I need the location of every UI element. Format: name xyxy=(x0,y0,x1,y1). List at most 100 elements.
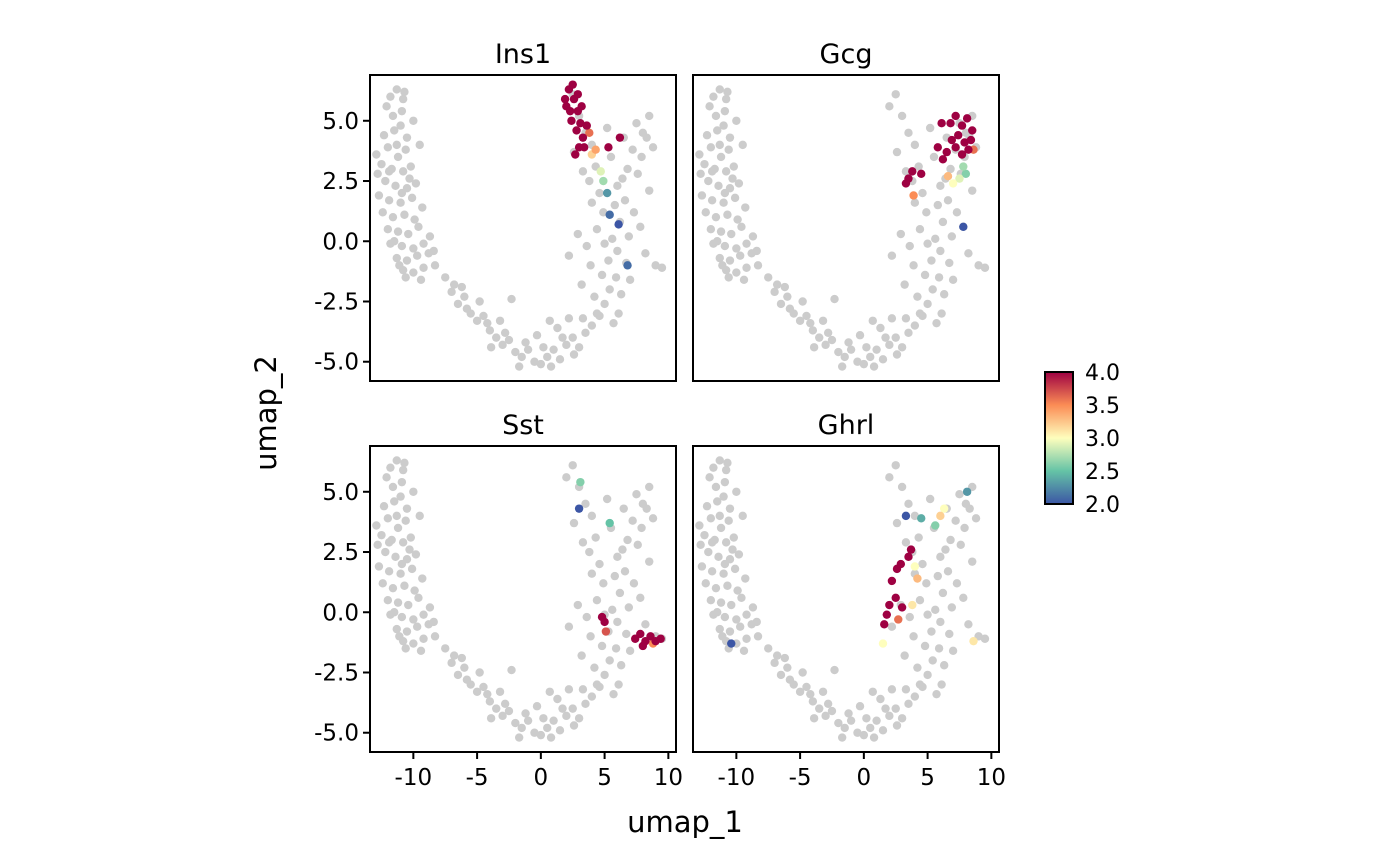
background-cell-point xyxy=(402,516,410,524)
background-cell-point xyxy=(418,574,426,582)
background-cell-point xyxy=(441,273,449,281)
background-cell-point xyxy=(888,252,896,260)
background-cell-point xyxy=(398,242,406,250)
background-cell-point xyxy=(384,225,392,233)
background-cell-point xyxy=(754,261,762,269)
panel-ins1: Ins1 xyxy=(370,39,676,381)
background-cell-point xyxy=(389,584,397,592)
expression-cell-point xyxy=(963,114,971,122)
background-cell-point xyxy=(393,625,401,633)
y-tick-label: 2.5 xyxy=(322,169,359,195)
background-cell-point xyxy=(726,504,734,512)
background-cell-point xyxy=(543,353,551,361)
background-cell-point xyxy=(716,456,724,464)
background-cell-point xyxy=(946,165,954,173)
expression-cell-point xyxy=(574,90,582,98)
background-cell-point xyxy=(391,182,399,190)
x-tick-label: 5 xyxy=(920,765,935,791)
background-cell-point xyxy=(898,343,906,351)
background-cell-point xyxy=(400,459,408,467)
background-cell-point xyxy=(937,309,945,317)
y-axis-top: 5.02.50.0-2.5-5.0 xyxy=(314,109,370,376)
background-cell-point xyxy=(613,247,621,255)
background-cell-point xyxy=(927,256,935,264)
background-cell-point xyxy=(625,603,633,611)
background-cell-point xyxy=(386,92,394,100)
background-cell-point xyxy=(806,690,814,698)
background-cell-point xyxy=(695,521,703,529)
background-cell-point xyxy=(417,276,425,284)
panel-ins1-points xyxy=(372,80,666,370)
background-cell-point xyxy=(402,145,410,153)
background-cell-point xyxy=(460,292,468,300)
expression-cell-point xyxy=(911,562,919,570)
panel-title-ins1: Ins1 xyxy=(495,39,551,70)
background-cell-point xyxy=(741,203,749,211)
background-cell-point xyxy=(413,623,421,631)
background-cell-point xyxy=(741,574,749,582)
background-cell-point xyxy=(726,627,734,635)
background-cell-point xyxy=(860,731,868,739)
background-cell-point xyxy=(964,249,972,257)
background-cell-point xyxy=(802,312,810,320)
expression-cell-point xyxy=(917,170,925,178)
panel-gcg: Gcg xyxy=(693,39,999,381)
background-cell-point xyxy=(717,524,725,532)
background-cell-point xyxy=(712,584,720,592)
background-cell-point xyxy=(719,199,727,207)
background-cell-point xyxy=(409,117,417,125)
background-cell-point xyxy=(764,644,772,652)
background-cell-point xyxy=(402,644,410,652)
expression-cell-point xyxy=(939,155,947,163)
background-cell-point xyxy=(562,473,570,481)
background-cell-point xyxy=(632,119,640,127)
colorbar-gradient xyxy=(1045,372,1073,504)
background-cell-point xyxy=(918,683,926,691)
background-cell-point xyxy=(723,88,731,96)
background-cell-point xyxy=(547,733,555,741)
expression-cell-point xyxy=(913,574,921,582)
expression-cell-point xyxy=(934,143,942,151)
background-cell-point xyxy=(553,324,561,332)
background-cell-point xyxy=(645,112,653,120)
background-cell-point xyxy=(518,724,526,732)
background-cell-point xyxy=(574,230,582,238)
background-cell-point xyxy=(574,601,582,609)
background-cell-point xyxy=(732,488,740,496)
background-cell-point xyxy=(722,538,730,546)
background-cell-point xyxy=(721,560,729,568)
background-cell-point xyxy=(373,541,381,549)
background-cell-point xyxy=(934,201,942,209)
background-cell-point xyxy=(888,623,896,631)
expression-cell-point xyxy=(959,223,967,231)
background-cell-point xyxy=(819,317,827,325)
background-cell-point xyxy=(614,680,622,688)
background-cell-point xyxy=(558,333,566,341)
background-cell-point xyxy=(394,153,402,161)
background-cell-point xyxy=(458,654,466,662)
background-cell-point xyxy=(926,495,934,503)
background-cell-point xyxy=(709,463,717,471)
background-cell-point xyxy=(618,545,626,553)
background-cell-point xyxy=(911,141,919,149)
background-cell-point xyxy=(623,536,631,544)
expression-cell-point xyxy=(951,143,959,151)
background-cell-point xyxy=(923,610,931,618)
expression-cell-point xyxy=(580,143,588,151)
expression-cell-point xyxy=(576,478,584,486)
background-cell-point xyxy=(642,504,650,512)
background-cell-point xyxy=(828,707,836,715)
background-cell-point xyxy=(539,343,547,351)
colorbar-tick-label: 2.5 xyxy=(1085,460,1120,485)
background-cell-point xyxy=(645,483,653,491)
background-cell-point xyxy=(637,153,645,161)
background-cell-point xyxy=(400,211,408,219)
expression-cell-point xyxy=(909,191,917,199)
background-cell-point xyxy=(739,141,747,149)
expression-cell-point xyxy=(623,261,631,269)
expression-cell-point xyxy=(561,95,569,103)
background-cell-point xyxy=(892,90,900,98)
background-cell-point xyxy=(949,276,957,284)
background-cell-point xyxy=(549,345,557,353)
background-cell-point xyxy=(382,102,390,110)
